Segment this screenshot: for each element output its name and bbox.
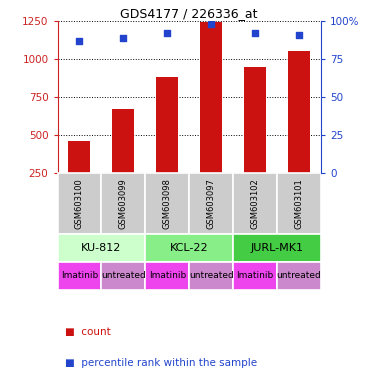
Text: Imatinib: Imatinib [236, 271, 274, 280]
Text: Imatinib: Imatinib [149, 271, 186, 280]
Bar [145, 262, 189, 290]
Text: untreated: untreated [101, 271, 146, 280]
Text: ■  percentile rank within the sample: ■ percentile rank within the sample [65, 358, 257, 368]
Bar [112, 109, 134, 173]
Bar [58, 173, 101, 233]
Bar [58, 262, 101, 290]
Point [252, 30, 258, 36]
Bar [101, 173, 145, 233]
Bar [200, 22, 222, 173]
Text: KCL-22: KCL-22 [170, 243, 209, 253]
Bar [288, 51, 310, 173]
Bar [233, 262, 277, 290]
Bar [244, 67, 266, 173]
Point [164, 30, 170, 36]
Text: JURL-MK1: JURL-MK1 [250, 243, 303, 253]
Text: untreated: untreated [189, 271, 233, 280]
Text: KU-812: KU-812 [81, 243, 122, 253]
Title: GDS4177 / 226336_at: GDS4177 / 226336_at [121, 7, 258, 20]
Text: GSM603101: GSM603101 [295, 178, 303, 228]
Text: Imatinib: Imatinib [61, 271, 98, 280]
Text: untreated: untreated [277, 271, 321, 280]
Bar [145, 173, 189, 233]
Text: ■  count: ■ count [65, 327, 111, 337]
Bar [233, 233, 321, 262]
Point [296, 32, 302, 38]
Point [121, 35, 127, 41]
Bar [69, 141, 91, 173]
Bar [189, 262, 233, 290]
Text: GSM603097: GSM603097 [207, 178, 216, 228]
Bar [189, 173, 233, 233]
Bar [101, 262, 145, 290]
Text: GSM603102: GSM603102 [250, 178, 260, 228]
Text: GSM603098: GSM603098 [163, 178, 172, 228]
Text: GSM603099: GSM603099 [119, 178, 128, 228]
Bar [277, 262, 321, 290]
Text: GSM603100: GSM603100 [75, 178, 84, 228]
Point [76, 38, 82, 44]
Bar [145, 233, 233, 262]
Bar [233, 173, 277, 233]
Point [208, 21, 214, 27]
Bar [58, 233, 145, 262]
Bar [156, 77, 178, 173]
Bar [277, 173, 321, 233]
